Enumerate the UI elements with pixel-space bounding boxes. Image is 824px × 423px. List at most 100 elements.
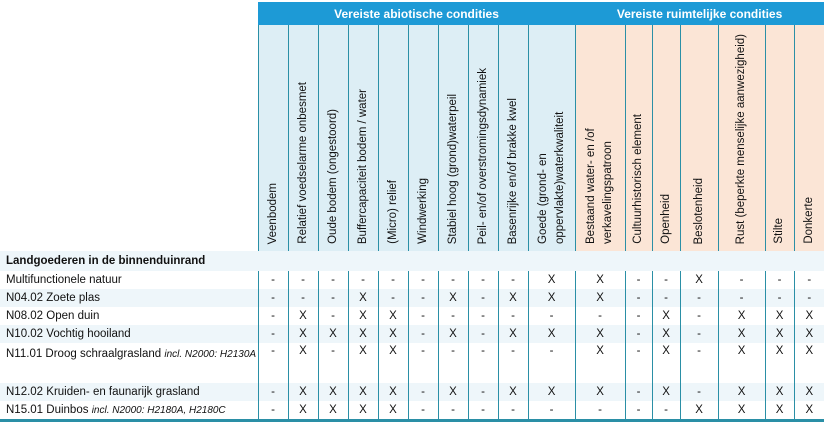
column-header-label: Cultuurhistorisch element	[632, 114, 645, 244]
value-cell: -	[437, 307, 468, 325]
value-cell: X	[717, 307, 766, 325]
value-cell: -	[527, 343, 576, 383]
table-row: N11.01 Droog schraalgrasland incl. N2000…	[0, 343, 824, 383]
value-cell: -	[624, 383, 653, 401]
value-cell: X	[317, 383, 348, 401]
value-cell: -	[407, 383, 438, 401]
column-header-label: Buffercapaciteit bodem / water	[356, 88, 369, 244]
section-title: Landgoederen in de binnenduinrand	[0, 251, 824, 271]
value-cell: X	[651, 307, 681, 325]
column-header-label: (Micro) relief	[386, 180, 399, 244]
value-cell: X	[317, 325, 348, 343]
row-name: Multifunctionele natuur	[6, 274, 122, 286]
value-cell: X	[527, 325, 576, 343]
column-header: Openheid	[651, 25, 681, 251]
value-cell: -	[679, 343, 719, 383]
column-header-label: Beslotenheid	[692, 177, 705, 245]
value-cell: -	[497, 401, 528, 422]
value-cell: -	[717, 271, 766, 289]
value-cell: -	[651, 401, 681, 422]
value-cell: X	[347, 289, 378, 307]
value-cell: -	[437, 271, 468, 289]
value-cell: -	[624, 289, 653, 307]
value-cell: -	[317, 289, 348, 307]
value-cell: -	[407, 401, 438, 422]
value-cell: X	[377, 343, 408, 383]
value-cell: -	[624, 401, 653, 422]
value-cell: -	[651, 271, 681, 289]
value-cell: X	[574, 289, 626, 307]
column-header-label: Peil- en/of overstromingsdynamiek	[476, 67, 489, 244]
corner-cell	[0, 25, 258, 251]
value-cell: X	[497, 383, 528, 401]
value-cell: -	[287, 289, 318, 307]
group-header-spatial: Vereiste ruimtelijke condities	[575, 2, 824, 25]
table-row: N15.01 Duinbos incl. N2000: H2180A, H218…	[0, 401, 824, 422]
value-cell: -	[407, 343, 438, 383]
column-header: Relatief voedselarme onbesmet	[287, 25, 318, 251]
row-name: N10.02 Vochtig hooiland	[6, 328, 131, 340]
value-cell: X	[651, 325, 681, 343]
column-header-label: Stabiel hoog (grond)waterpeil	[446, 93, 459, 244]
column-header: Cultuurhistorisch element	[624, 25, 653, 251]
value-cell: -	[287, 271, 318, 289]
value-cell: -	[467, 271, 498, 289]
value-cell: -	[467, 307, 498, 325]
value-cell: -	[679, 289, 719, 307]
value-cell: -	[317, 307, 348, 325]
value-cell: -	[467, 383, 498, 401]
value-cell: X	[377, 307, 408, 325]
value-cell: -	[717, 289, 766, 307]
table-row: N12.02 Kruiden- en faunarijk grasland - X X…	[0, 383, 824, 401]
column-header: Veenbodem	[257, 25, 288, 251]
value-cell: X	[679, 401, 719, 422]
value-cell: X	[764, 325, 795, 343]
value-cell: -	[257, 307, 288, 325]
value-cell: X	[287, 343, 318, 383]
value-cell: X	[679, 271, 719, 289]
value-cell: -	[437, 401, 468, 422]
row-name: N12.02 Kruiden- en faunarijk grasland	[6, 386, 200, 398]
column-header-label: Windwerking	[416, 178, 429, 244]
row-name: N04.02 Zoete plas	[6, 292, 100, 304]
value-cell: X	[287, 401, 318, 422]
value-cell: X	[574, 271, 626, 289]
column-header-label: Goede (grond- en oppervlakte)waterkwalit…	[536, 111, 566, 244]
value-cell: X	[574, 343, 626, 383]
value-cell: X	[287, 325, 318, 343]
value-cell: -	[347, 271, 378, 289]
value-cell: X	[437, 289, 468, 307]
value-cell: -	[793, 289, 824, 307]
column-header-label: Veenbodem	[266, 182, 279, 244]
row-name: N11.01 Droog schraalgrasland	[6, 348, 162, 360]
value-cell: -	[407, 325, 438, 343]
value-cell: X	[437, 383, 468, 401]
value-cell: X	[377, 325, 408, 343]
column-header: Rust (beperkte menselijke aanwezigheid)	[717, 25, 766, 251]
value-cell: X	[717, 401, 766, 422]
value-cell: -	[679, 325, 719, 343]
value-cell: -	[764, 271, 795, 289]
column-header-label: Bestaand water- en /of verkavelingspatro…	[585, 128, 615, 244]
column-header: Oude bodem (ongestoord)	[317, 25, 348, 251]
value-cell: -	[407, 289, 438, 307]
column-header-label: Openheid	[659, 194, 672, 244]
column-header-label: Oude bodem (ongestoord)	[326, 109, 339, 244]
value-cell: X	[793, 401, 824, 422]
value-cell: X	[793, 307, 824, 325]
column-header: Basenrijke en/of brakke kwel	[497, 25, 528, 251]
table-row: Multifunctionele natuur - - - - - - - - - X X - - X - - -	[0, 271, 824, 289]
value-cell: X	[717, 325, 766, 343]
value-cell: X	[317, 401, 348, 422]
value-cell: -	[257, 271, 288, 289]
row-name: N08.02 Open duin	[6, 310, 100, 322]
value-cell: X	[717, 383, 766, 401]
column-header: Stilte	[764, 25, 795, 251]
value-cell: X	[793, 325, 824, 343]
value-cell: -	[624, 343, 653, 383]
value-cell: X	[764, 401, 795, 422]
value-cell: X	[764, 307, 795, 325]
value-cell: -	[257, 401, 288, 422]
value-cell: X	[574, 325, 626, 343]
